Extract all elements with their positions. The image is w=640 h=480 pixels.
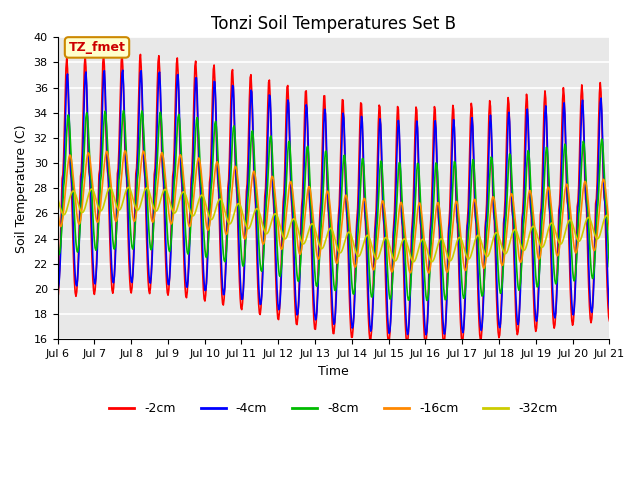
-2cm [417,243,425,249]
-16cm [605,227,613,233]
-2cm [118,51,126,57]
-32cm [124,184,132,190]
-32cm [63,204,71,210]
Line: -16cm: -16cm [58,151,609,273]
X-axis label: Time: Time [318,365,349,378]
-8cm [63,117,71,123]
-32cm [54,195,61,201]
-32cm [207,216,214,222]
-4cm [121,138,129,144]
-2cm [54,296,61,302]
-2cm [605,318,613,324]
-16cm [425,270,433,276]
Legend: -2cm, -4cm, -8cm, -16cm, -32cm: -2cm, -4cm, -8cm, -16cm, -32cm [104,397,563,420]
Line: -4cm: -4cm [58,70,609,335]
-2cm [63,66,71,72]
-4cm [417,225,425,231]
-4cm [63,71,71,77]
-8cm [417,217,425,223]
Title: Tonzi Soil Temperatures Set B: Tonzi Soil Temperatures Set B [211,15,456,33]
Line: -2cm: -2cm [58,54,609,345]
-16cm [63,166,71,171]
-32cm [177,192,185,198]
Text: TZ_fmet: TZ_fmet [68,41,125,54]
-4cm [177,167,185,173]
-8cm [54,242,61,248]
-2cm [177,172,185,178]
-4cm [54,284,61,289]
-2cm [421,342,429,348]
-2cm [207,173,214,179]
-32cm [419,237,426,242]
-4cm [605,306,613,312]
-16cm [121,148,129,154]
-8cm [121,124,129,130]
-8cm [605,264,613,269]
-2cm [401,319,409,325]
-16cm [120,150,128,156]
-16cm [401,231,409,237]
-8cm [177,146,185,152]
-4cm [119,67,127,73]
-2cm [121,152,129,158]
-8cm [207,201,214,207]
-16cm [177,154,185,159]
-16cm [54,205,61,211]
-32cm [401,237,409,242]
-8cm [120,108,127,113]
-4cm [401,298,409,303]
-4cm [207,182,214,188]
-8cm [401,255,409,261]
-32cm [410,259,417,264]
Line: -8cm: -8cm [58,110,609,300]
Line: -32cm: -32cm [58,187,609,262]
-16cm [417,208,425,214]
-32cm [120,193,128,199]
-32cm [605,217,613,223]
-4cm [422,332,430,337]
-16cm [207,217,214,223]
-8cm [423,298,431,303]
Y-axis label: Soil Temperature (C): Soil Temperature (C) [15,124,28,252]
